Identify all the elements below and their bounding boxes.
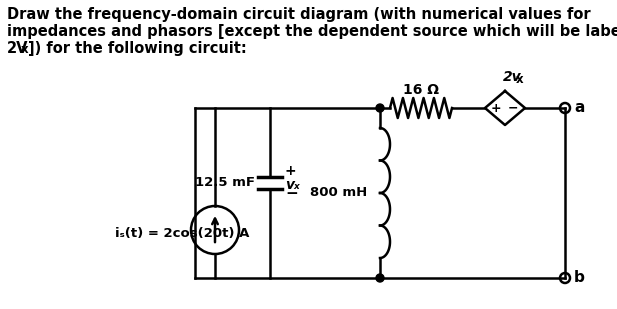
Text: +: + <box>285 164 297 178</box>
Text: a: a <box>574 100 584 116</box>
Text: 800 mH: 800 mH <box>310 187 367 200</box>
Text: −: − <box>285 187 298 201</box>
Text: x: x <box>21 43 28 56</box>
Text: x: x <box>516 73 524 86</box>
Text: 2v: 2v <box>503 70 521 84</box>
Text: Draw the frequency-domain circuit diagram (with numerical values for: Draw the frequency-domain circuit diagra… <box>7 7 590 22</box>
Text: vₓ: vₓ <box>285 178 300 192</box>
Text: 16 Ω: 16 Ω <box>403 83 439 97</box>
Text: impedances and phasors [except the dependent source which will be labeled: impedances and phasors [except the depen… <box>7 24 617 39</box>
Text: 2V: 2V <box>7 41 28 56</box>
Text: ]) for the following circuit:: ]) for the following circuit: <box>28 41 247 56</box>
Circle shape <box>376 104 384 112</box>
Text: −: − <box>508 101 518 115</box>
Text: b: b <box>574 270 585 286</box>
Text: iₛ(t) = 2cos(20t) A: iₛ(t) = 2cos(20t) A <box>115 227 249 240</box>
Circle shape <box>376 274 384 282</box>
Text: 12.5 mF: 12.5 mF <box>195 176 255 189</box>
Text: +: + <box>491 101 501 115</box>
